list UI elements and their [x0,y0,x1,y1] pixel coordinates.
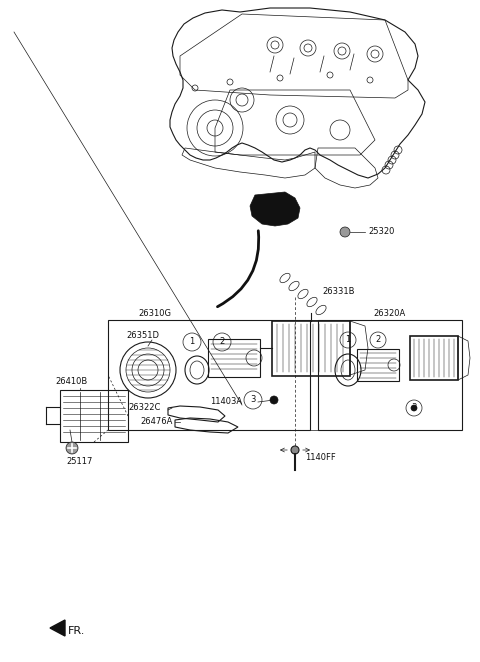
Circle shape [411,405,417,411]
Text: FR.: FR. [68,626,85,636]
Text: 26476A: 26476A [140,418,172,426]
Bar [318,320,462,430]
Text: 25320: 25320 [368,228,395,236]
Text: 1140FF: 1140FF [305,453,336,463]
Text: 2: 2 [219,338,225,346]
Polygon shape [250,192,300,226]
Text: 25117: 25117 [67,457,93,467]
Text: 2: 2 [375,336,381,344]
Bar [108,320,310,430]
Text: 1: 1 [346,336,350,344]
Bar [410,336,458,380]
Circle shape [340,227,350,237]
Circle shape [66,442,78,454]
Text: 26322C: 26322C [128,404,160,412]
Text: 3: 3 [250,395,256,404]
Text: 26410B: 26410B [55,377,87,387]
Circle shape [291,446,299,454]
Text: 26351D: 26351D [126,330,159,340]
Bar [208,339,260,377]
Bar [60,390,128,442]
Text: 26310G: 26310G [139,308,171,318]
Bar [357,349,399,381]
Circle shape [270,396,278,404]
Text: 3: 3 [411,404,417,412]
Polygon shape [50,620,65,636]
Bar [272,321,350,376]
Text: 26331B: 26331B [322,287,355,297]
Text: 11403A: 11403A [210,397,242,406]
Text: 1: 1 [190,338,194,346]
Text: 26320A: 26320A [374,308,406,318]
